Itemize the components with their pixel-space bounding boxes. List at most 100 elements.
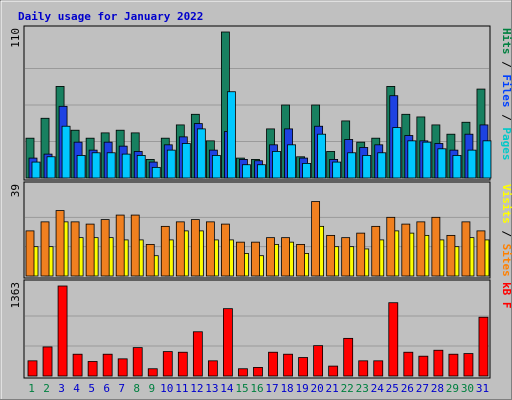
bar-kb-f-day-11 [177,351,188,377]
bar-sites-day-7 [115,214,125,277]
day-label-20: 20 [311,382,324,395]
day-label-19: 19 [295,382,308,395]
bar-kb-f-day-9 [147,368,158,377]
day-label-1: 1 [28,382,35,395]
bar-kb-f-day-28 [433,349,444,377]
bar-pages-day-28 [437,148,447,179]
bar-kb-f-day-31 [478,316,489,377]
day-label-18: 18 [280,382,293,395]
day-label-28: 28 [431,382,444,395]
bar-pages-day-15 [242,164,251,179]
bar-sites-day-5 [85,223,95,277]
bar-pages-day-4 [76,155,86,179]
day-label-12: 12 [190,382,203,395]
bar-sites-day-27 [416,221,426,277]
bar-pages-day-16 [257,164,266,179]
bar-sites-day-4 [70,221,80,277]
bar-kb-f-day-27 [418,355,429,377]
bar-pages-day-31 [482,140,492,179]
bar-sites-day-17 [266,237,275,277]
bar-kb-f-day-22 [343,337,354,377]
bar-kb-f-day-30 [463,353,474,377]
day-label-2: 2 [43,382,50,395]
day-label-14: 14 [220,382,234,395]
bar-sites-day-1 [25,230,35,277]
bar-pages-day-14 [227,91,236,179]
bar-pages-day-25 [392,127,402,179]
bar-kb-f-day-21 [328,365,339,377]
bar-sites-day-31 [476,230,486,277]
bar-pages-day-18 [287,144,296,179]
day-label-10: 10 [160,382,173,395]
legend-text: kB F [500,282,512,309]
bar-kb-f-day-26 [403,351,414,377]
day-label-11: 11 [175,382,188,395]
bar-pages-day-13 [211,155,221,179]
bar-kb-f-day-12 [192,331,203,377]
legend-3: kB F [500,282,512,309]
bar-sites-day-16 [251,241,260,277]
bar-kb-f-day-10 [162,351,173,377]
bar-sites-day-10 [160,225,170,277]
legend-separator: / [500,55,512,75]
bar-kb-f-day-3 [57,285,68,377]
bar-pages-day-9 [151,166,161,179]
y-max-label: 110 [9,28,22,48]
bar-kb-f-day-25 [388,302,399,377]
legend-files: Files [500,74,512,107]
day-label-16: 16 [250,382,263,395]
bar-pages-day-29 [452,155,462,179]
day-labels: 1 2 3 4 5 6 7 8 9 10 11 12 13 14 15 16 17 18 19 20 21 22 23 24 2… [28,382,489,395]
bar-sites-day-25 [386,216,396,277]
legend-1: Hits / Files / Pages [500,28,512,161]
bar-kb-f-day-18 [283,353,293,377]
day-label-13: 13 [205,382,218,395]
bar-sites-day-20 [311,201,321,277]
bar-pages-day-1 [31,161,41,179]
bar-kb-f-day-2 [42,346,53,377]
bar-kb-f-day-24 [373,360,384,377]
bar-pages-day-21 [332,161,342,179]
day-label-3: 3 [58,382,65,395]
bar-sites-day-26 [401,223,411,277]
bar-pages-day-2 [46,156,56,179]
bar-sites-day-22 [341,237,351,277]
bar-kb-f-day-29 [448,353,459,377]
bar-pages-day-11 [181,143,191,179]
bar-kb-f-day-8 [132,347,143,377]
day-label-9: 9 [148,382,155,395]
bar-sites-day-12 [190,219,200,277]
day-label-31: 31 [476,382,489,395]
bar-sites-day-14 [221,223,230,277]
bar-sites-day-29 [446,234,456,277]
bar-sites-day-9 [145,244,155,277]
day-label-4: 4 [73,382,80,395]
bar-sites-day-19 [296,244,305,277]
legend-separator: / [500,224,512,244]
day-label-27: 27 [416,382,429,395]
bar-kb-f-day-13 [207,360,218,377]
bar-pages-day-6 [106,152,116,179]
chart-panels: 110 Hits / Files / Pages 39 Visits / Sites 1… [9,25,512,379]
day-label-21: 21 [326,382,339,395]
day-label-23: 23 [356,382,369,395]
day-label-6: 6 [103,382,110,395]
day-label-24: 24 [371,382,385,395]
bar-kb-f-day-20 [313,345,324,377]
day-label-8: 8 [133,382,140,395]
bar-pages-day-27 [422,141,432,179]
day-label-17: 17 [265,382,278,395]
bar-kb-f-day-5 [87,361,98,377]
bar-sites-day-6 [100,219,110,277]
bar-sites-day-13 [205,221,215,277]
bar-sites-day-15 [236,241,245,277]
bar-kb-f-day-19 [298,357,308,377]
bar-sites-day-21 [326,234,336,277]
legend-separator: / [500,108,512,128]
bar-kb-f-day-17 [268,351,278,377]
day-label-26: 26 [401,382,414,395]
bar-kb-f-day-16 [253,367,263,377]
bar-sites-day-8 [130,214,140,277]
bar-sites-day-2 [40,221,50,277]
